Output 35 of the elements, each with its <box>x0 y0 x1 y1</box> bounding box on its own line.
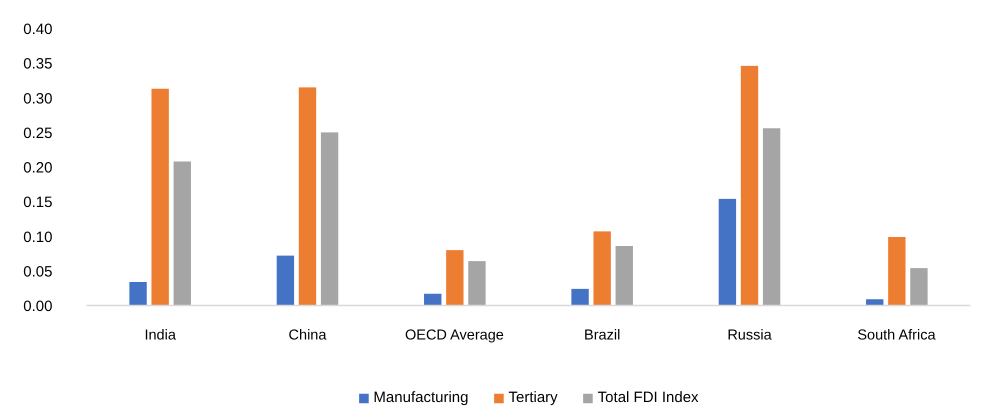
legend-label: Manufacturing <box>373 389 468 406</box>
x-tick-label: Brazil <box>584 328 620 344</box>
x-tick-label: OECD Average <box>405 328 504 344</box>
bar <box>468 261 486 306</box>
y-tick-label: 0.15 <box>23 194 53 212</box>
x-tick-label: Russia <box>727 328 773 344</box>
bar <box>424 294 442 306</box>
legend-label: Tertiary <box>508 389 558 406</box>
x-tick-label: India <box>144 328 177 344</box>
bar <box>446 250 464 306</box>
bar <box>129 282 147 306</box>
bar <box>298 87 316 306</box>
y-tick-label: 0.35 <box>23 56 53 73</box>
bar <box>762 128 780 306</box>
x-tick-label: South Africa <box>857 328 936 344</box>
y-tick-label: 0.10 <box>23 228 53 246</box>
bar <box>571 288 589 306</box>
bar <box>718 198 736 306</box>
y-tick-label: 0.30 <box>23 90 53 108</box>
bar <box>740 66 758 306</box>
bar <box>320 132 338 306</box>
bar <box>593 231 611 306</box>
legend-label: Total FDI Index <box>598 389 699 406</box>
bar <box>888 236 906 306</box>
y-tick-label: 0.05 <box>23 263 53 280</box>
bar <box>910 268 928 306</box>
bar <box>616 246 633 306</box>
bar <box>174 161 191 306</box>
bar <box>276 256 294 306</box>
y-tick-label: 0.20 <box>23 160 53 176</box>
y-tick-label: 0.25 <box>23 124 53 142</box>
y-tick-label: 0.00 <box>23 298 53 315</box>
bar <box>151 88 169 306</box>
x-tick-label: China <box>288 328 328 344</box>
y-tick-label: 0.40 <box>23 21 53 38</box>
